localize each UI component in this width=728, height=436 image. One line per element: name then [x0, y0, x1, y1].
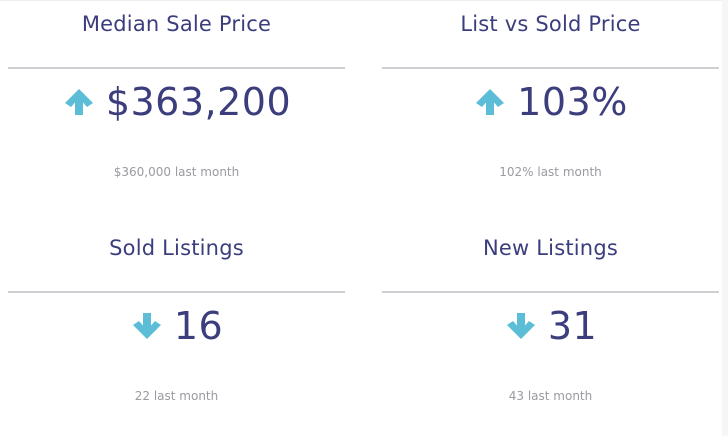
value-row: 31: [382, 302, 719, 350]
card-title: Median Sale Price: [81, 12, 272, 36]
card-title: New Listings: [482, 236, 618, 260]
card-title: Sold Listings: [109, 236, 244, 260]
value-row: 16: [8, 302, 345, 350]
stat-value: 103%: [517, 80, 628, 124]
value-row: 103%: [382, 78, 719, 126]
arrow-up-icon: [473, 85, 507, 119]
stat-card-new-listings: New Listings 31 43 last month: [382, 224, 719, 434]
previous-month-text: 102% last month: [499, 165, 602, 179]
card-divider: [8, 291, 345, 293]
card-divider: [382, 291, 719, 293]
card-divider: [8, 67, 345, 69]
value-row: $363,200: [8, 78, 345, 126]
previous-month-text: $360,000 last month: [113, 165, 240, 179]
stat-card-sold-listings: Sold Listings 16 22 last month: [8, 224, 345, 434]
top-border: [0, 0, 728, 1]
right-edge: [722, 0, 728, 436]
stat-value: 31: [547, 304, 598, 348]
previous-month-text: 22 last month: [134, 389, 219, 403]
stat-value: $363,200: [105, 80, 292, 124]
arrow-down-icon: [504, 309, 538, 343]
arrow-down-icon: [130, 309, 164, 343]
arrow-up-icon: [62, 85, 96, 119]
stat-card-list-vs-sold-price: List vs Sold Price 103% 102% last month: [382, 0, 719, 210]
card-divider: [382, 67, 719, 69]
previous-month-text: 43 last month: [508, 389, 593, 403]
stat-card-median-sale-price: Median Sale Price $363,200 $360,000 last…: [8, 0, 345, 210]
card-title: List vs Sold Price: [460, 12, 641, 36]
stat-value: 16: [173, 304, 224, 348]
